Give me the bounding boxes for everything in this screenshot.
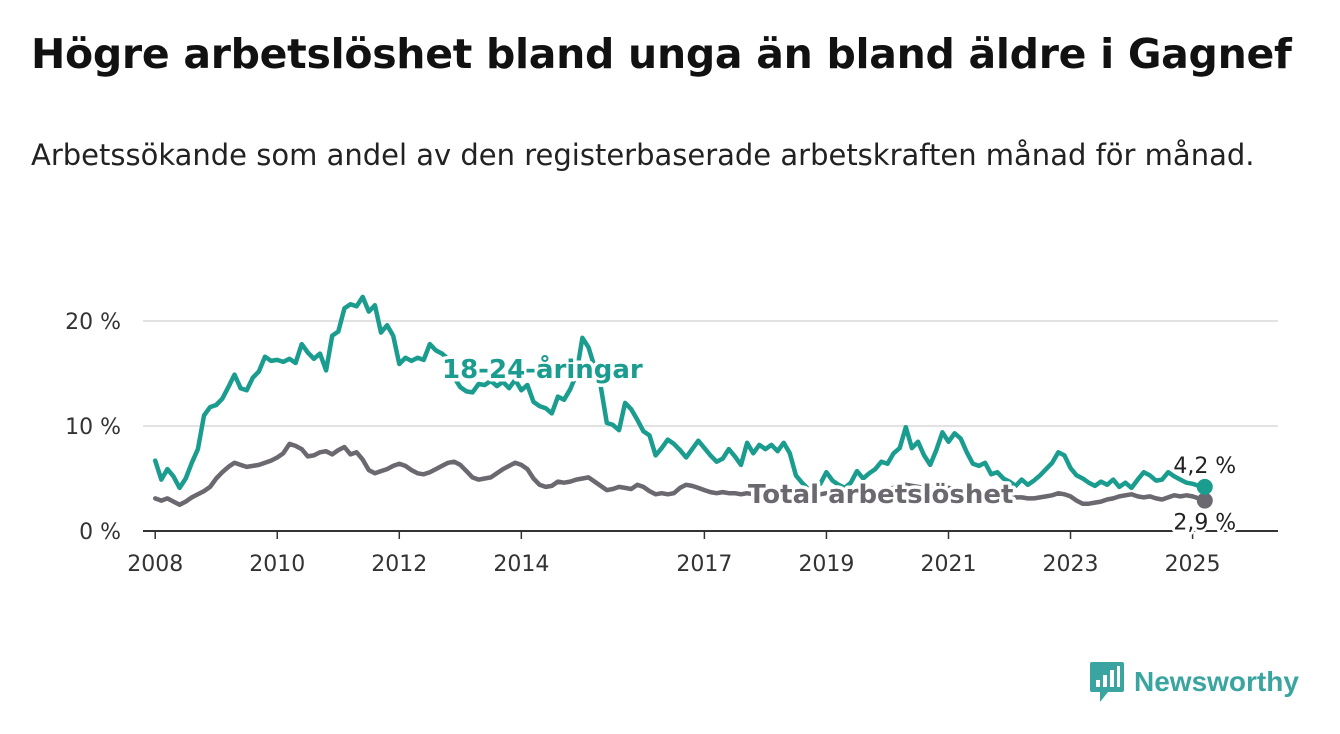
chart-subtitle: Arbetssökande som andel av den registerb… xyxy=(31,138,1255,172)
brand-logo: Newsworthy xyxy=(1088,660,1299,704)
series-line-1 xyxy=(152,441,1208,508)
brand-name: Newsworthy xyxy=(1134,666,1299,697)
y-tick-label: 0 % xyxy=(79,520,121,545)
series-line-0 xyxy=(152,294,1208,492)
end-value-label-total: 2,9 % xyxy=(1173,511,1236,536)
series-label-youth: 18-24-åringar xyxy=(442,353,643,385)
x-tick-label: 2025 xyxy=(1165,552,1221,577)
chart-title: Högre arbetslöshet bland unga än bland ä… xyxy=(31,30,1292,78)
y-tick-label: 20 % xyxy=(65,310,121,335)
x-tick-label: 2023 xyxy=(1043,552,1099,577)
end-value-label-youth: 4,2 % xyxy=(1173,454,1236,479)
series-end-point-1 xyxy=(1196,492,1213,509)
y-tick-label: 10 % xyxy=(65,415,121,440)
x-tick-label: 2017 xyxy=(676,552,732,577)
series-label-total: Total arbetslöshet xyxy=(748,480,1013,510)
x-tick-label: 2021 xyxy=(920,552,976,577)
x-tick-label: 2012 xyxy=(371,552,427,577)
x-tick-label: 2019 xyxy=(798,552,854,577)
y-axis-ticks: 0 % 10 % 20 % xyxy=(65,310,121,545)
series-end-point-0 xyxy=(1196,478,1213,495)
x-tick-label: 2014 xyxy=(493,552,549,577)
x-axis-ticks: 2008 2010 2012 2014 2017 2019 2021 2023 2025 xyxy=(127,531,1221,577)
x-tick-label: 2008 xyxy=(127,552,183,577)
gridlines xyxy=(143,320,1278,532)
newsworthy-logo-icon xyxy=(1090,662,1124,702)
series-lines xyxy=(152,294,1208,508)
x-tick-label: 2010 xyxy=(249,552,305,577)
end-markers: 4,2 % 2,9 % xyxy=(1170,451,1239,539)
